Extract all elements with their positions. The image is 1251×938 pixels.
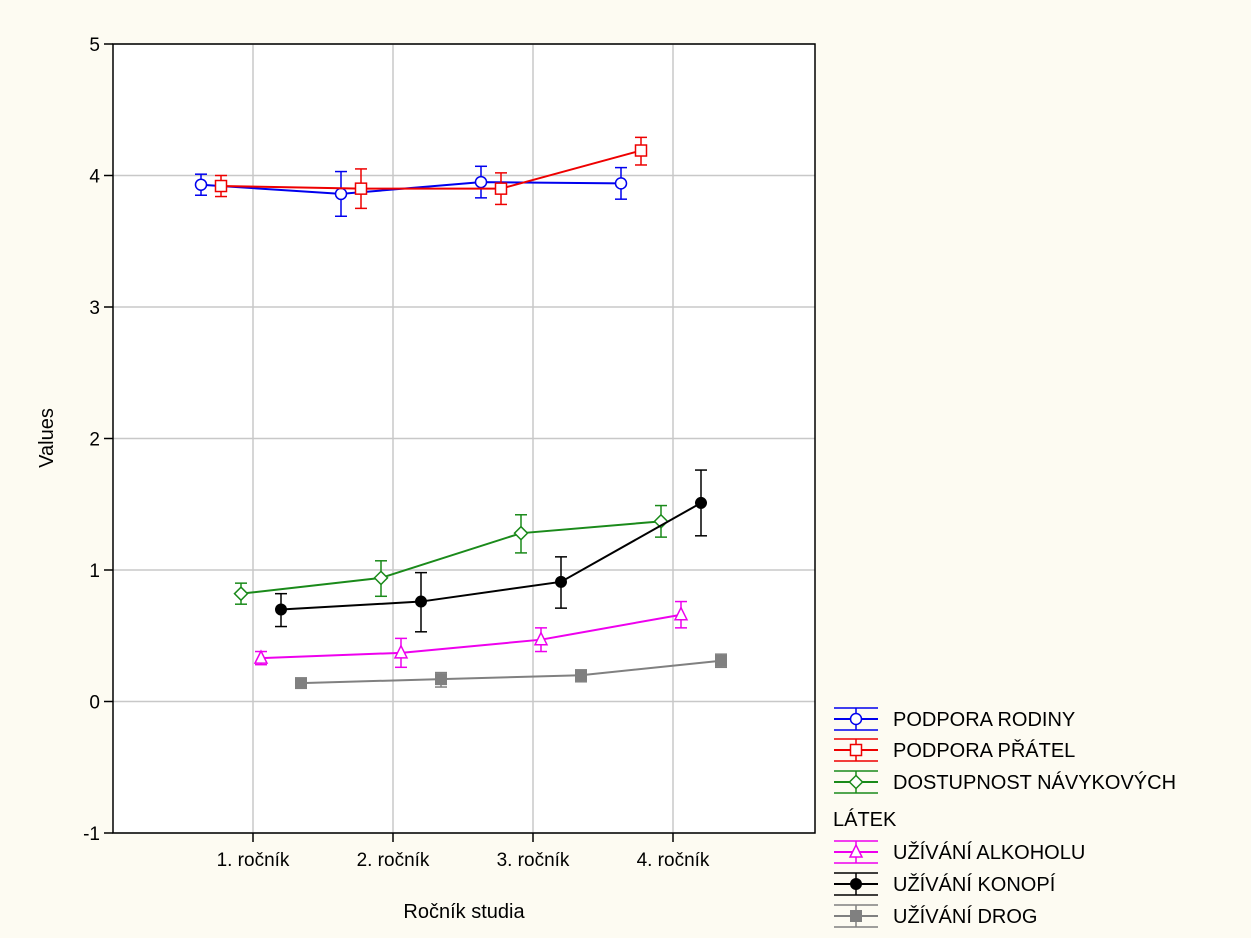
y-tick-label: 4	[89, 167, 100, 188]
legend-item-5: UŽÍVÁNÍ KONOPÍ	[834, 872, 1056, 896]
y-axis: -1 0 1 2 3 4 5	[83, 35, 113, 845]
data-point	[194, 178, 208, 191]
data-point	[555, 575, 567, 588]
legend-marker	[848, 843, 864, 858]
data-point	[334, 187, 348, 201]
data-point	[253, 649, 269, 664]
series-6	[295, 653, 727, 690]
x-tick-label: 1. ročník	[217, 850, 290, 871]
data-point	[575, 669, 587, 682]
data-point	[415, 595, 427, 608]
data-point	[513, 525, 529, 541]
legend-marker	[848, 774, 864, 790]
data-point	[233, 586, 249, 602]
y-tick-label: 1	[89, 561, 100, 582]
x-tick-label: 3. ročník	[497, 850, 570, 871]
series-line	[260, 613, 682, 660]
legend-label: PODPORA RODINY	[893, 709, 1075, 731]
legend-marker	[849, 712, 863, 726]
legend-item-6: UŽÍVÁNÍ DROG	[834, 904, 1037, 928]
series-line	[280, 502, 702, 611]
legend-label: UŽÍVÁNÍ DROG	[893, 905, 1037, 928]
series-5	[275, 469, 707, 633]
series-4	[253, 600, 689, 669]
data-point	[533, 631, 549, 646]
legend-marker	[850, 910, 862, 922]
x-tick-label: 2. ročník	[357, 850, 430, 871]
data-point	[393, 644, 409, 659]
data-point	[715, 654, 727, 667]
data-point	[435, 673, 447, 686]
series-2	[214, 136, 648, 210]
y-axis-title: Values	[36, 408, 58, 468]
legend-label: UŽÍVÁNÍ KONOPÍ	[893, 873, 1056, 896]
data-point	[634, 144, 648, 157]
data-point	[295, 677, 307, 690]
data-point	[275, 603, 287, 616]
legend-item-2: PODPORA PŘÁTEL	[834, 738, 1075, 762]
data-point	[673, 606, 689, 621]
legend-marker	[850, 878, 862, 890]
data-point	[373, 570, 389, 586]
series-line	[240, 520, 662, 595]
series-line	[220, 149, 642, 190]
legend-item-1: PODPORA RODINY	[834, 707, 1075, 731]
legend-label: PODPORA PŘÁTEL	[893, 739, 1075, 762]
data-point	[474, 175, 488, 189]
y-tick-label: 0	[89, 693, 100, 714]
plot-area	[112, 43, 816, 834]
y-tick-label: 3	[89, 298, 100, 319]
x-tick-label: 4. ročník	[637, 850, 710, 871]
data-point	[695, 496, 707, 509]
y-tick-label: 5	[89, 35, 100, 56]
y-tick-label: -1	[83, 824, 100, 845]
y-tick-label: 2	[89, 430, 100, 451]
x-axis: 1. ročník 2. ročník 3. ročník 4. ročník	[217, 833, 710, 871]
legend-item-4: UŽÍVÁNÍ ALKOHOLU	[834, 840, 1085, 864]
legend-label: UŽÍVÁNÍ ALKOHOLU	[893, 841, 1085, 864]
legend-marker	[849, 743, 863, 757]
legend-label: DOSTUPNOST NÁVYKOVÝCH LÁTEK	[833, 771, 1176, 831]
series-line	[300, 659, 722, 685]
legend: PODPORA RODINY PODPORA PŘÁTEL DOSTUPNOST N…	[833, 707, 1176, 928]
x-axis-title: Ročník studia	[403, 901, 525, 923]
data-point	[614, 177, 628, 190]
legend-item-3: DOSTUPNOST NÁVYKOVÝCH LÁTEK	[833, 770, 1176, 831]
series-layer	[194, 136, 727, 690]
data-point	[354, 182, 368, 195]
data-point	[214, 179, 228, 193]
data-point	[494, 182, 508, 195]
